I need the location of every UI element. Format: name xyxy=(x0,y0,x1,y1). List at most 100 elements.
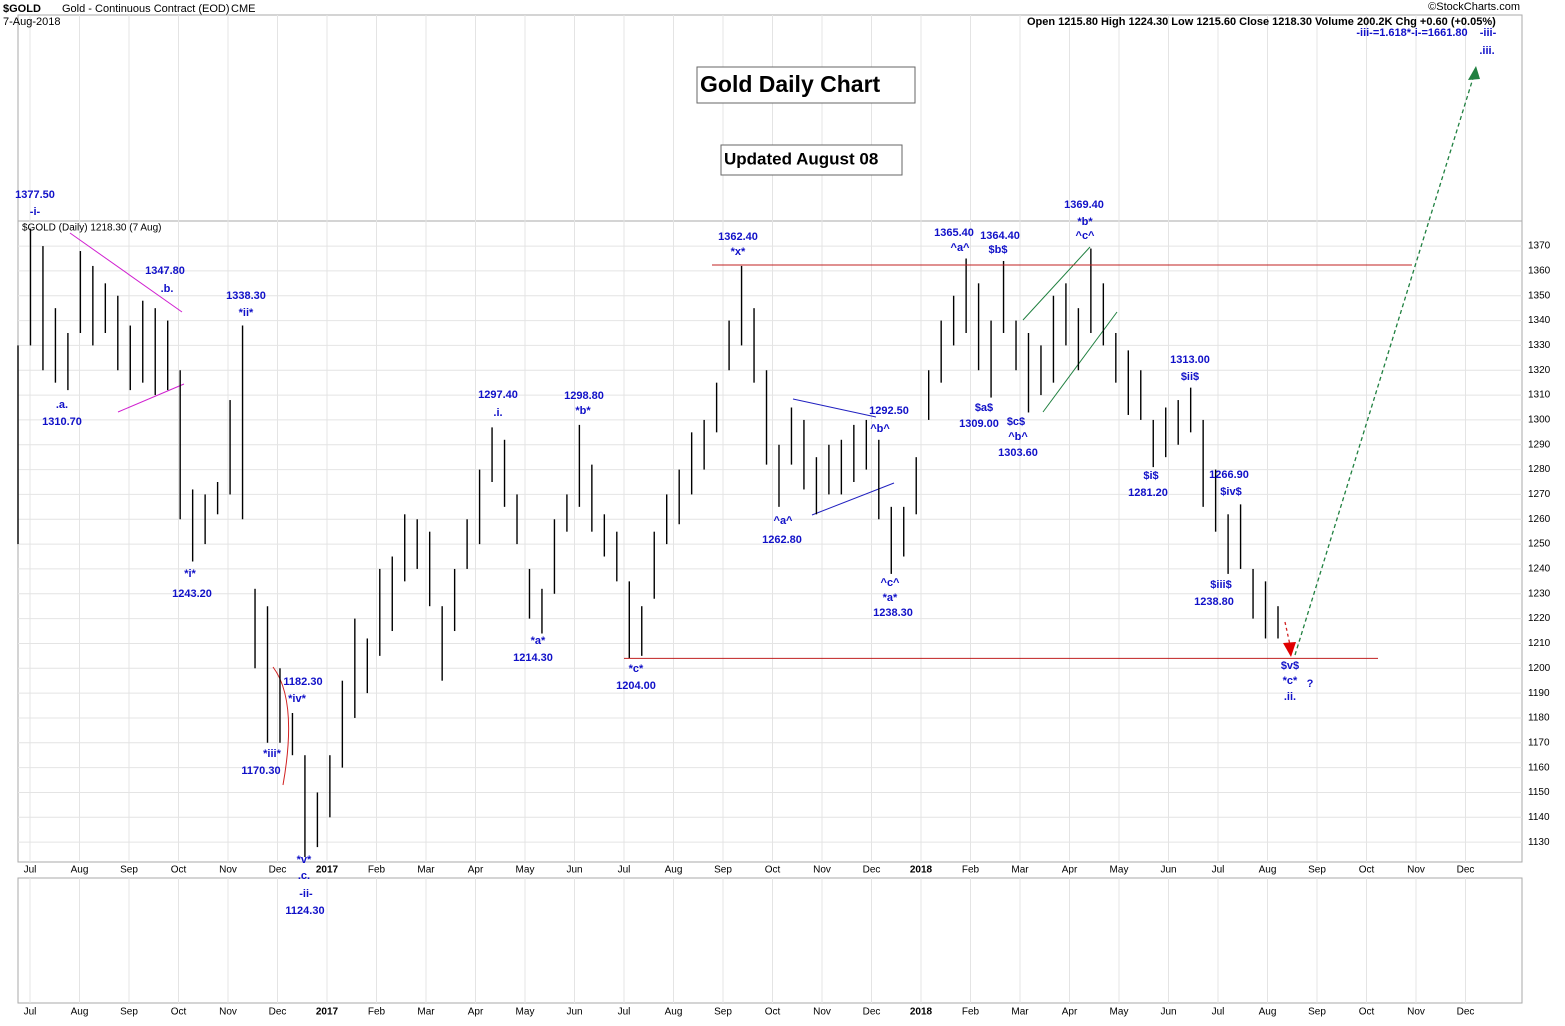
date: 7-Aug-2018 xyxy=(3,16,61,28)
wave-label: 1297.40 xyxy=(478,389,518,401)
wave-label: ^b^ xyxy=(1008,431,1028,443)
wave-label: 1170.30 xyxy=(241,765,280,777)
wave-label: 1369.40 xyxy=(1064,199,1104,211)
x-tick-label: 2018 xyxy=(910,1007,933,1018)
x-tick-label: Sep xyxy=(714,1007,732,1018)
wave-label: $a$ xyxy=(975,402,993,414)
wave-label: *x* xyxy=(731,246,746,258)
wave-label: 1292.50 xyxy=(869,405,909,417)
wave-label: $v$ xyxy=(1281,660,1299,672)
wave-label: -i- xyxy=(30,206,41,218)
wave-label: *ii* xyxy=(239,307,254,319)
wave-label: .a. xyxy=(56,399,68,411)
trendline xyxy=(792,398,877,418)
y-tick-label: 1200 xyxy=(1528,663,1551,674)
wave-label: *c* xyxy=(629,663,644,675)
x-tick-label: Feb xyxy=(368,1007,386,1018)
x-tick-label: Jun xyxy=(566,1007,582,1018)
wave-label: *iii* xyxy=(263,748,281,760)
y-tick-label: 1360 xyxy=(1528,266,1551,277)
x-tick-label: Nov xyxy=(1407,865,1425,876)
wave-label: $i$ xyxy=(1143,470,1158,482)
wave-label: *a* xyxy=(883,592,898,604)
wave-label: 1377.50 xyxy=(15,189,55,201)
y-tick-label: 1230 xyxy=(1528,588,1551,599)
wave-label: .iii. xyxy=(1479,45,1494,57)
wave-label: 1303.60 xyxy=(998,447,1038,459)
x-tick-label: Jul xyxy=(618,1007,631,1018)
chart-title: Gold Daily Chart xyxy=(700,71,881,97)
x-tick-label: Jul xyxy=(1212,1007,1225,1018)
wave-label: $b$ xyxy=(989,244,1008,256)
wave-label: *b* xyxy=(1077,216,1093,228)
x-tick-label: Aug xyxy=(665,865,683,876)
wave-label: $ii$ xyxy=(1181,371,1199,383)
wave-label: .i. xyxy=(493,407,502,419)
x-tick-label: Aug xyxy=(1259,1007,1277,1018)
trendline xyxy=(811,482,895,516)
x-tick-label: May xyxy=(1110,1007,1129,1018)
x-tick-label: Sep xyxy=(1308,865,1326,876)
x-tick-label: Sep xyxy=(120,1007,138,1018)
wave-label: -iii-=1.618*-i-=1661.80 xyxy=(1356,27,1467,39)
y-tick-label: 1300 xyxy=(1528,415,1551,426)
y-tick-label: 1250 xyxy=(1528,539,1551,550)
wave-label: $iii$ xyxy=(1210,579,1231,591)
y-tick-label: 1130 xyxy=(1528,837,1550,848)
x-tick-label: 2018 xyxy=(910,865,933,876)
x-tick-label: Mar xyxy=(1011,1007,1029,1018)
wave-label: ^a^ xyxy=(774,515,794,527)
x-tick-label: May xyxy=(516,865,535,876)
wave-label: *i* xyxy=(184,568,196,580)
y-tick-label: 1170 xyxy=(1528,737,1550,748)
wave-label: ? xyxy=(1307,678,1314,690)
x-tick-label: Feb xyxy=(368,865,386,876)
wave-label: ^c^ xyxy=(881,577,901,589)
y-tick-label: 1180 xyxy=(1528,713,1550,724)
y-tick-label: 1260 xyxy=(1528,514,1551,525)
x-tick-label: Sep xyxy=(120,865,138,876)
wave-label: ^a^ xyxy=(951,242,971,254)
y-tick-label: 1320 xyxy=(1528,365,1551,376)
credit: ©StockCharts.com xyxy=(1428,1,1520,13)
y-tick-label: 1340 xyxy=(1528,315,1551,326)
wave-label: 1310.70 xyxy=(42,416,82,428)
trendline xyxy=(1042,311,1118,413)
wave-label: 1362.40 xyxy=(718,231,758,243)
subtitle-box xyxy=(720,144,903,176)
y-tick-label: 1210 xyxy=(1528,638,1551,649)
legend: $GOLD (Daily) 1218.30 (7 Aug) xyxy=(22,223,162,234)
y-tick-label: 1220 xyxy=(1528,613,1551,624)
trendline xyxy=(117,383,185,413)
wave-label: 1365.40 xyxy=(934,227,974,239)
wave-label: *iv* xyxy=(288,693,306,705)
x-tick-label: 2017 xyxy=(316,865,339,876)
projection xyxy=(1294,74,1475,656)
wave-label: .c. xyxy=(298,870,310,882)
wave-label: 1298.80 xyxy=(564,390,604,402)
wave-label: *b* xyxy=(575,405,591,417)
y-tick-label: 1140 xyxy=(1528,812,1550,823)
x-tick-label: 2017 xyxy=(316,1007,339,1018)
exchange: CME xyxy=(231,3,255,15)
x-tick-label: May xyxy=(516,1007,535,1018)
y-tick-label: 1350 xyxy=(1528,290,1551,301)
x-tick-label: Aug xyxy=(665,1007,683,1018)
y-tick-label: 1290 xyxy=(1528,439,1551,450)
wave-label: $c$ xyxy=(1007,416,1025,428)
y-tick-label: 1240 xyxy=(1528,564,1551,575)
wave-label: 1364.40 xyxy=(980,230,1020,242)
bars xyxy=(17,228,1279,858)
wave-label: 1262.80 xyxy=(762,534,802,546)
x-tick-label: Oct xyxy=(765,865,781,876)
x-tick-label: Jul xyxy=(24,865,37,876)
wave-label: -ii- xyxy=(299,888,313,900)
x-tick-label: Dec xyxy=(269,1007,287,1018)
wave-label: 1182.30 xyxy=(283,676,322,688)
title-box xyxy=(696,66,916,104)
x-tick-label: Sep xyxy=(1308,1007,1326,1018)
x-tick-label: Apr xyxy=(1062,1007,1078,1018)
x-tick-label: Nov xyxy=(219,865,237,876)
wave-label: 1243.20 xyxy=(172,588,212,600)
